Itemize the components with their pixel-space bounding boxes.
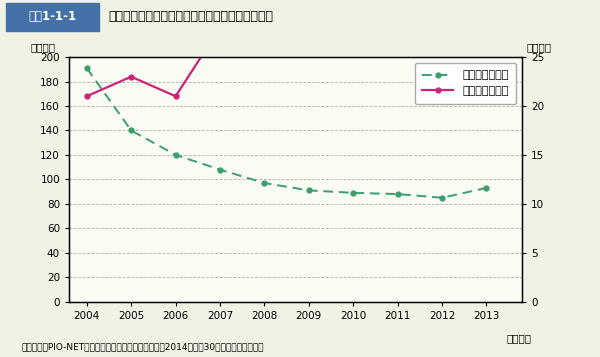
Text: （年度）: （年度） bbox=[506, 333, 531, 343]
Text: 「食料品」に関する消費生活相談件数は増加傾向: 「食料品」に関する消費生活相談件数は増加傾向 bbox=[108, 10, 273, 23]
Text: （万件）: （万件） bbox=[31, 42, 55, 52]
Bar bbox=[6, 3, 99, 31]
Legend: 全相談（左軸）, 食料品（右軸）: 全相談（左軸）, 食料品（右軸） bbox=[415, 63, 517, 104]
Text: （備考）　PIO-NETに登録された消費生活相談情報（2014年４月30日までの登録分）。: （備考） PIO-NETに登録された消費生活相談情報（2014年４月30日までの… bbox=[21, 343, 263, 352]
Text: （万件）: （万件） bbox=[527, 42, 551, 52]
Text: 図表1-1-1: 図表1-1-1 bbox=[28, 10, 77, 23]
